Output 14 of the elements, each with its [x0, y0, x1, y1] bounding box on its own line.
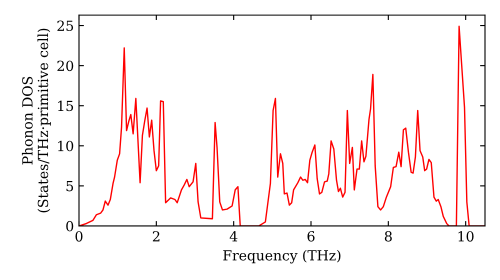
x-tick-label: 0 [75, 231, 82, 242]
x-axis-title: Frequency (THz) [223, 250, 340, 264]
x-tick-label: 8 [384, 231, 392, 242]
x-tick-label: 4 [230, 231, 238, 242]
y-tick-label: 25 [57, 20, 74, 32]
y-tick-label: 5 [66, 181, 74, 192]
y-tick-label: 0 [66, 220, 74, 232]
x-tick-label: 10 [458, 231, 474, 242]
y-axis-title: Phonon DOS (States/THz·primitive cell) [22, 28, 51, 212]
y-tick-label: 20 [57, 60, 74, 72]
x-tick-label: 2 [152, 231, 160, 242]
x-tick-label: 6 [308, 231, 315, 242]
y-tick-label: 15 [58, 100, 74, 112]
y-tick-label: 10 [58, 140, 74, 152]
